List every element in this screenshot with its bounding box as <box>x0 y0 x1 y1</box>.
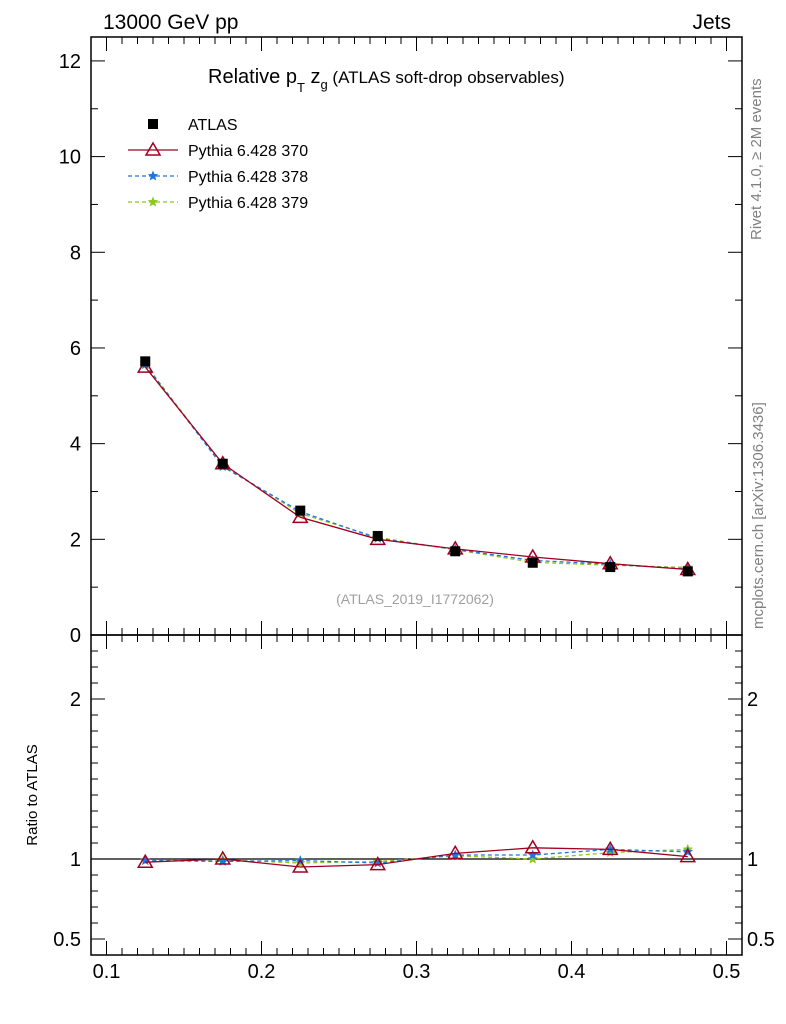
main-ytick-label: 0 <box>70 625 81 647</box>
mcplots-label: mcplots.cern.ch [arXiv:1306.3436] <box>750 402 767 629</box>
xtick-label: 0.3 <box>403 961 431 983</box>
main-point-atlas <box>217 458 228 469</box>
legend-marker-pythia-6-428-379 <box>147 196 159 207</box>
header-left: 13000 GeV pp <box>103 11 238 34</box>
ratio-ytick-label-right: 2 <box>747 689 758 711</box>
ratio-ytick-label-right: 1 <box>747 849 758 871</box>
ratio-ylabel: Ratio to ATLAS <box>24 744 41 845</box>
ratio-line-pythia-6-428-370 <box>145 847 688 868</box>
ratio-ytick-label: 1 <box>70 849 81 871</box>
ratio-point-pythia-6-428-370 <box>524 839 542 854</box>
main-series-group <box>136 356 697 577</box>
ratio-series-group <box>91 839 742 873</box>
main-ytick-label: 4 <box>70 434 81 456</box>
main-point-atlas <box>372 530 383 541</box>
ratio-ytick-label: 2 <box>70 689 81 711</box>
main-point-atlas <box>140 356 151 367</box>
legend-label-atlas: ATLAS <box>188 117 238 134</box>
legend-label-pythia-6-428-378: Pythia 6.428 378 <box>188 169 308 186</box>
ratio-point-pythia-6-428-379 <box>527 853 538 864</box>
main-point-atlas <box>295 505 306 516</box>
main-point-atlas <box>605 562 616 573</box>
rivet-label: Rivet 4.1.0, ≥ 2M events <box>748 78 765 240</box>
xtick-label: 0.5 <box>713 961 741 983</box>
main-ytick-label: 12 <box>59 51 81 73</box>
xtick-label: 0.1 <box>93 961 121 983</box>
main-point-atlas <box>527 557 538 568</box>
main-ytick-label: 8 <box>70 242 81 264</box>
analysis-watermark: (ATLAS_2019_I1772062) <box>336 591 494 607</box>
ratio-point-pythia-6-428-370 <box>369 856 387 871</box>
ratio-point-pythia-6-428-370 <box>214 850 232 865</box>
main-point-pythia-6-428-370 <box>291 508 309 524</box>
legend-marker-atlas <box>148 119 158 129</box>
main-ytick-label: 2 <box>70 529 81 551</box>
ratio-ytick-label-right: 0.5 <box>747 929 775 951</box>
ratio-point-pythia-6-428-370 <box>601 840 619 856</box>
legend-marker-pythia-6-428-370 <box>144 141 162 156</box>
ratio-point-pythia-6-428-378 <box>527 849 538 860</box>
ratio-ytick-label: 0.5 <box>53 929 81 951</box>
legend: ATLAS Pythia 6.428 370 Pythia 6.428 378 Pyt… <box>128 117 308 212</box>
main-line-pythia-6-428-370 <box>144 366 688 571</box>
ratio-point-pythia-6-428-370 <box>291 858 309 873</box>
legend-marker-pythia-6-428-378 <box>147 170 159 181</box>
xtick-label: 0.2 <box>248 961 276 983</box>
ratio-point-pythia-6-428-378 <box>450 849 461 860</box>
ratio-plot-frame <box>90 634 743 956</box>
legend-label-pythia-6-428-370: Pythia 6.428 370 <box>188 143 308 160</box>
main-ytick-label: 10 <box>59 147 81 169</box>
main-ytick-label: 6 <box>70 338 81 360</box>
ratio-point-pythia-6-428-370 <box>136 853 154 868</box>
main-axis-ticks: 0 2 4 6 8 10 12 <box>59 37 743 647</box>
legend-label-pythia-6-428-379: Pythia 6.428 379 <box>188 195 308 212</box>
ratio-point-pythia-6-428-370 <box>679 848 697 863</box>
ratio-point-pythia-6-428-370 <box>446 844 464 860</box>
ratio-axis-ticks: 0.5 0.5 1 1 2 2 0.1 0.2 0.3 0.4 0.5 <box>53 635 775 983</box>
plot-title: Relative pT zg (ATLAS soft-drop observab… <box>208 66 565 95</box>
main-point-atlas <box>682 566 693 577</box>
xtick-label: 0.4 <box>558 961 586 983</box>
header-right: Jets <box>692 11 731 34</box>
main-point-atlas <box>450 546 461 557</box>
